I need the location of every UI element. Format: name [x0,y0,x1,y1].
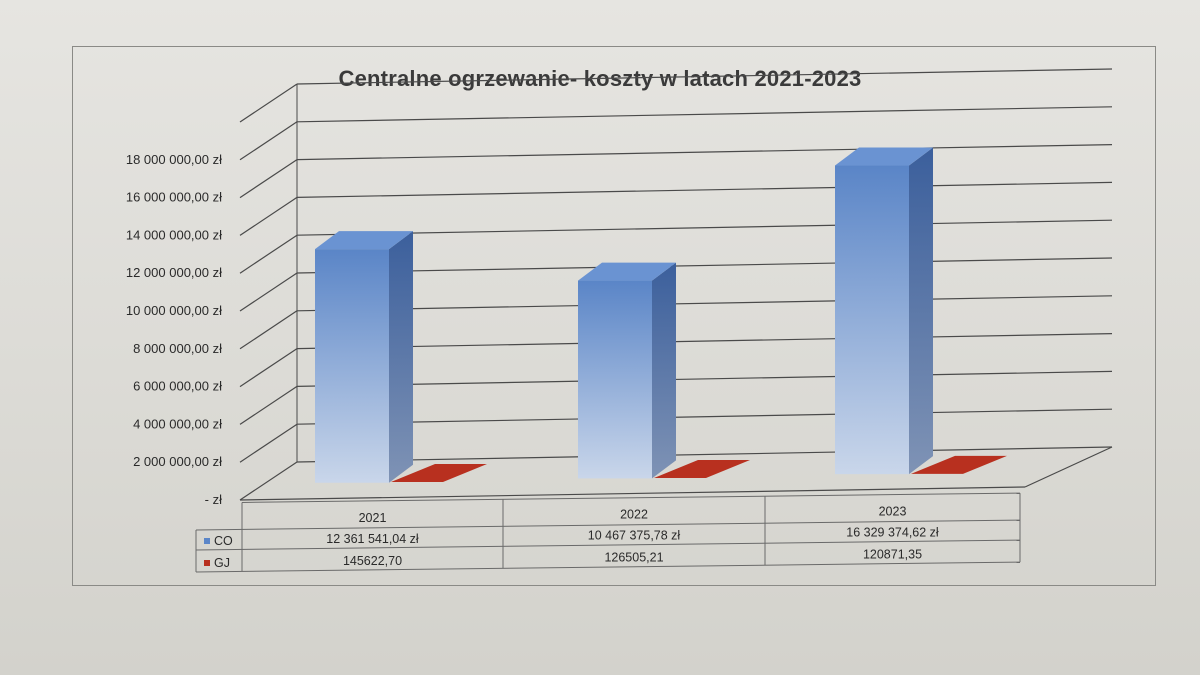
table-hline [195,519,1021,531]
bar-gj-2023 [911,455,1007,474]
bar-co-side [652,262,676,479]
table-hline [195,539,1021,551]
table-hline [195,561,1021,573]
gridline-side [239,461,298,501]
table-hline [241,492,1021,503]
gridline-side [239,385,298,425]
bar-co-2022 [578,280,652,479]
table-cell-gj: 120871,35 [863,548,922,562]
y-tick-label: - zł [205,492,222,507]
table-header-2023: 2023 [879,505,907,519]
bar-co-2023 [835,165,909,475]
y-tick-label: 12 000 000,00 zł [126,265,222,280]
y-tick-label: 8 000 000,00 zł [133,341,222,356]
legend-key-co [204,538,210,544]
bar-co-side [909,147,933,475]
gridline-back [296,295,1113,312]
gridline-side [239,234,298,274]
gridline-back [296,219,1113,236]
table-cell-co: 10 467 375,78 zł [588,529,681,543]
y-tick-label: 18 000 000,00 zł [126,152,222,167]
table-cell-gj: 126505,21 [604,551,663,565]
floor-front-edge [239,486,1026,501]
y-tick-label: 2 000 000,00 zł [133,454,222,469]
y-tick-label: 14 000 000,00 zł [126,227,222,242]
gridline-side [239,310,298,350]
gridline-back [296,144,1113,161]
gridline-side [239,121,298,161]
bar-co-top [578,262,676,281]
chart-frame [72,46,1156,586]
floor-edge [1024,446,1113,488]
gridline-back [296,370,1113,387]
gridline-back [296,333,1113,350]
gridline-side [239,196,298,236]
gridline-side [239,272,298,312]
gridline-back [296,106,1113,123]
gridline-side [239,423,298,463]
legend-label-gj: GJ [214,556,230,570]
gridline-side [239,83,298,123]
bar-co-2021 [315,249,389,483]
gridline-back [296,257,1113,274]
gridline-back [296,181,1113,198]
gridline-back [296,446,1113,463]
table-cell-co: 16 329 374,62 zł [846,526,939,540]
gridline-side [239,159,298,199]
table-cell-co: 12 361 541,04 zł [326,532,419,546]
y-tick-label: 4 000 000,00 zł [133,416,222,431]
y-tick-label: 10 000 000,00 zł [126,303,222,318]
bar-gj-2022 [654,460,750,479]
table-cell-gj: 145622,70 [343,554,402,568]
bar-gj-2021 [391,464,487,483]
bar-co-top [315,231,413,250]
y-tick-label: 6 000 000,00 zł [133,379,222,394]
table-header-2021: 2021 [359,511,387,525]
gridline-back [296,408,1113,425]
bar-co-top [835,147,933,166]
table-header-2022: 2022 [620,508,648,522]
y-tick-label: 16 000 000,00 zł [126,190,222,205]
gridline-side [239,348,298,388]
gridline-back [296,68,1113,85]
legend-label-co: CO [214,534,233,548]
bar-co-side [389,231,413,483]
legend-key-gj [204,560,210,566]
